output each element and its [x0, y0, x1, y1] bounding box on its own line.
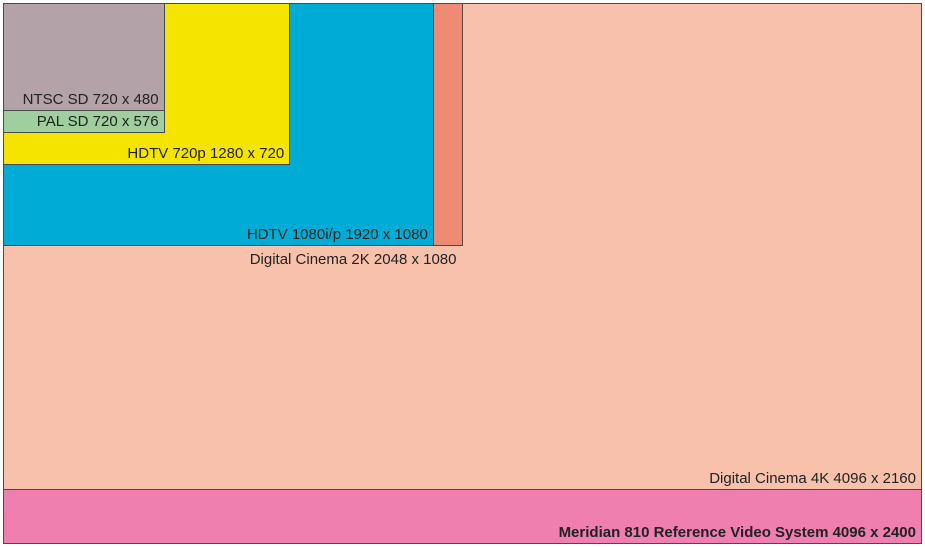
format-label-dc4k: Digital Cinema 4K 4096 x 2160: [709, 469, 916, 487]
format-label-hdtv720: HDTV 720p 1280 x 720: [127, 145, 285, 163]
format-label-meridian: Meridian 810 Reference Video System 4096…: [558, 524, 916, 541]
format-label-hdtv1080: HDTV 1080i/p 1920 x 1080: [246, 226, 428, 244]
format-rect-ntsc: [3, 3, 165, 112]
format-label-pal: PAL SD 720 x 576: [36, 112, 159, 130]
format-label-dc2k: Digital Cinema 2K 2048 x 1080: [249, 251, 457, 269]
format-label-ntsc: NTSC SD 720 x 480: [22, 91, 159, 109]
